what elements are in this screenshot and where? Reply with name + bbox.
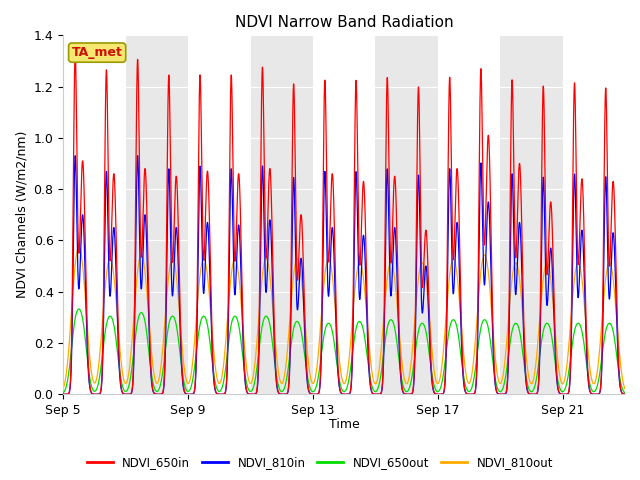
Text: TA_met: TA_met (72, 46, 123, 59)
Bar (250, 36, 313, 394)
Bar (125, 36, 188, 394)
Title: NDVI Narrow Band Radiation: NDVI Narrow Band Radiation (235, 15, 454, 30)
Bar (500, 36, 563, 394)
Y-axis label: NDVI Channels (W/m2/nm): NDVI Channels (W/m2/nm) (15, 131, 28, 299)
Bar (375, 36, 438, 394)
X-axis label: Time: Time (329, 419, 360, 432)
Legend: NDVI_650in, NDVI_810in, NDVI_650out, NDVI_810out: NDVI_650in, NDVI_810in, NDVI_650out, NDV… (82, 452, 558, 474)
